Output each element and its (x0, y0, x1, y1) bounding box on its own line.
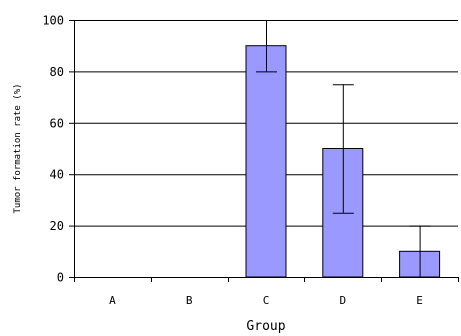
y-tick-label: 80 (50, 65, 64, 79)
x-tick-label-D: D (339, 294, 346, 307)
x-tick-label-E: E (416, 294, 423, 307)
y-tick-labels: 0 20 40 60 80 100 (42, 14, 64, 285)
y-tick-label: 20 (50, 219, 64, 233)
y-tick-label: 40 (50, 168, 64, 182)
y-axis-title: Tumor formation rate (%) (13, 83, 23, 213)
error-bar-D (332, 84, 354, 214)
x-tick-labels: A B C D E (109, 294, 423, 307)
y-tick-label: 0 (57, 271, 64, 285)
x-tick-label-A: A (109, 294, 116, 307)
x-tick-label-C: C (263, 294, 270, 307)
x-tick-label-B: B (186, 294, 193, 307)
x-axis-title: Group (246, 319, 285, 334)
error-bar-C (256, 20, 277, 73)
y-tick-label: 60 (50, 116, 64, 130)
bar-C (245, 45, 287, 278)
bars (245, 45, 441, 278)
axes (69, 20, 459, 282)
y-tick-label: 100 (42, 14, 64, 28)
